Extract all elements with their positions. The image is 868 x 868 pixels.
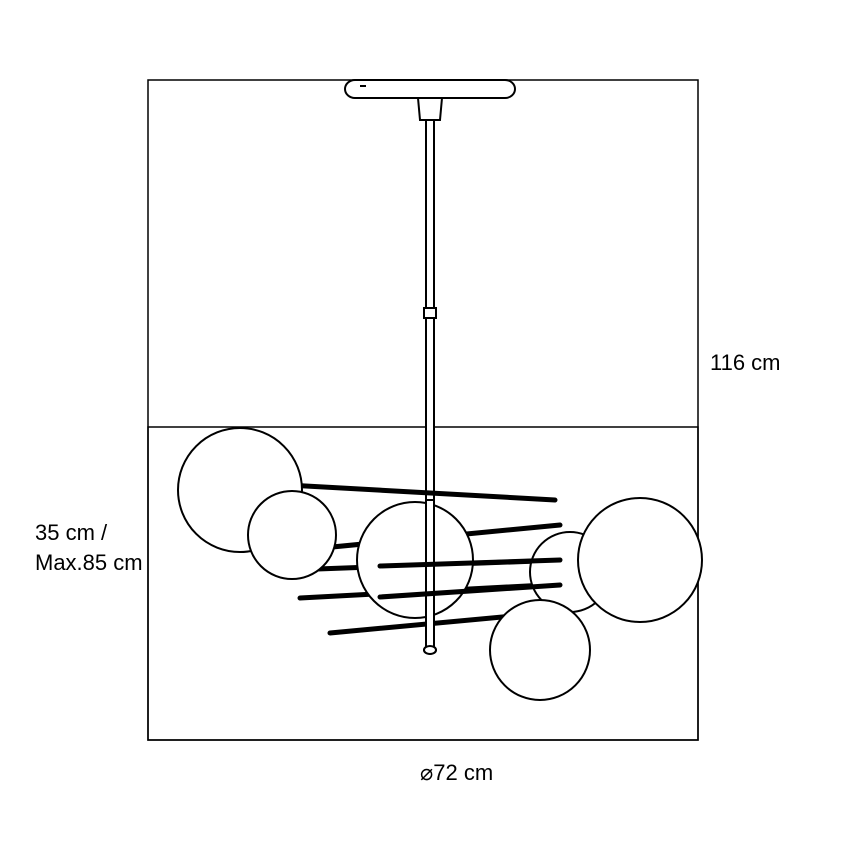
globe bbox=[490, 600, 590, 700]
label-diameter: ⌀72 cm bbox=[420, 760, 493, 785]
label-total-height: 116 cm bbox=[710, 350, 781, 375]
label-fixture-height-line1: 35 cm / bbox=[35, 520, 108, 545]
globe bbox=[357, 502, 473, 618]
outer-dimension-box bbox=[148, 80, 698, 740]
globe bbox=[578, 498, 702, 622]
ceiling-canopy bbox=[345, 80, 515, 120]
label-fixture-height-line2: Max.85 cm bbox=[35, 550, 143, 575]
globe bbox=[248, 491, 336, 579]
pendant-lamp-technical-drawing: 116 cm 35 cm / Max.85 cm ⌀72 cm bbox=[0, 0, 868, 868]
down-rod-front bbox=[424, 500, 436, 654]
